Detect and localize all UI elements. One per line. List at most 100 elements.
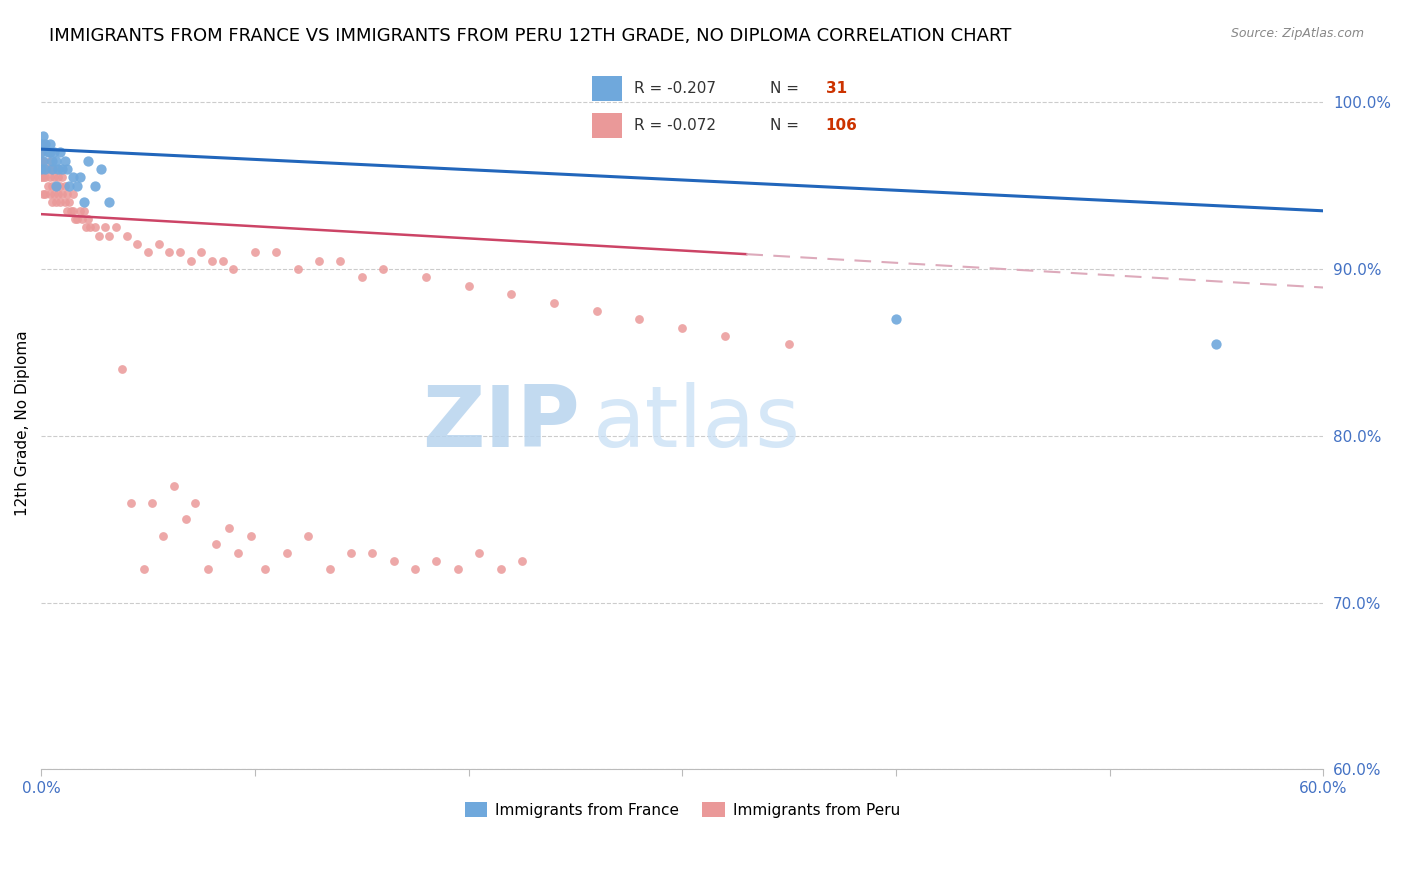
Point (42, 170, 65, 185)
Point (73, 203, 96, 218)
Point (489, 562, 512, 576)
Point (69, 203, 91, 218)
Point (361, 545, 384, 559)
Point (51, 162, 73, 177)
Text: 106: 106 (825, 118, 858, 133)
Point (53, 153, 76, 168)
Point (239, 529, 262, 543)
Point (34, 170, 56, 185)
Point (73, 195, 96, 210)
Point (41, 195, 63, 210)
Point (318, 562, 340, 576)
Point (32, 137, 55, 152)
Y-axis label: 12th Grade, No Diploma: 12th Grade, No Diploma (15, 331, 30, 516)
Point (30, 145, 52, 160)
Text: 31: 31 (825, 81, 846, 96)
Point (197, 562, 219, 576)
Point (714, 329, 737, 343)
Point (152, 529, 174, 543)
Point (30, 145, 52, 160)
Point (38, 187, 60, 202)
Point (111, 362, 134, 376)
Point (264, 245, 287, 260)
Point (45, 153, 67, 168)
Point (62, 203, 84, 218)
Text: R = -0.072: R = -0.072 (634, 118, 716, 133)
Legend: Immigrants from France, Immigrants from Peru: Immigrants from France, Immigrants from … (458, 796, 905, 824)
Point (30, 170, 52, 185)
Point (425, 554, 447, 568)
Point (38, 170, 60, 185)
Point (32, 187, 55, 202)
Point (104, 220, 127, 235)
Point (30, 153, 52, 168)
Point (37, 145, 59, 160)
Point (34, 162, 56, 177)
Point (38, 153, 60, 168)
Point (30, 162, 52, 177)
Point (382, 554, 405, 568)
Point (457, 278, 479, 293)
Point (58, 195, 80, 210)
Point (69, 170, 91, 185)
Point (55, 187, 77, 202)
Point (65, 212, 87, 227)
Point (510, 554, 533, 568)
Point (415, 270, 437, 285)
Point (55, 162, 77, 177)
Point (340, 545, 363, 559)
Point (218, 520, 240, 534)
Point (180, 253, 202, 268)
Point (58, 178, 80, 193)
Point (51, 187, 73, 202)
Point (34, 187, 56, 202)
Point (226, 545, 249, 559)
Point (32, 153, 55, 168)
Point (148, 237, 170, 252)
Point (83, 178, 105, 193)
Text: ZIP: ZIP (422, 382, 579, 465)
Text: atlas: atlas (592, 382, 800, 465)
Point (79, 220, 101, 235)
Point (49, 145, 72, 160)
Point (70, 212, 93, 227)
Point (45, 178, 67, 193)
Bar (592, 76, 621, 102)
Point (32, 153, 55, 168)
Point (46, 170, 69, 185)
Point (778, 337, 800, 351)
Point (51, 170, 73, 185)
Point (447, 562, 470, 576)
Point (66, 178, 89, 193)
Point (254, 562, 277, 576)
Point (98, 195, 121, 210)
Point (120, 495, 142, 509)
Point (37, 178, 59, 193)
Point (371, 262, 394, 277)
Point (1205, 337, 1227, 351)
Point (32, 128, 55, 143)
Point (276, 545, 298, 559)
Point (184, 495, 207, 509)
Point (53, 195, 76, 210)
Point (34, 137, 56, 152)
Point (287, 262, 309, 277)
Point (87, 228, 110, 243)
Point (350, 270, 373, 285)
Point (53, 178, 76, 193)
Point (308, 253, 330, 268)
Point (38, 137, 60, 152)
Point (222, 262, 245, 277)
Point (37, 145, 59, 160)
Point (77, 212, 100, 227)
Point (45, 195, 67, 210)
Point (297, 529, 319, 543)
Point (243, 245, 266, 260)
Text: R = -0.207: R = -0.207 (634, 81, 716, 96)
Text: N =: N = (769, 81, 799, 96)
Point (75, 220, 97, 235)
Point (157, 245, 180, 260)
Point (94, 220, 117, 235)
Point (468, 545, 491, 559)
Text: N =: N = (769, 118, 799, 133)
